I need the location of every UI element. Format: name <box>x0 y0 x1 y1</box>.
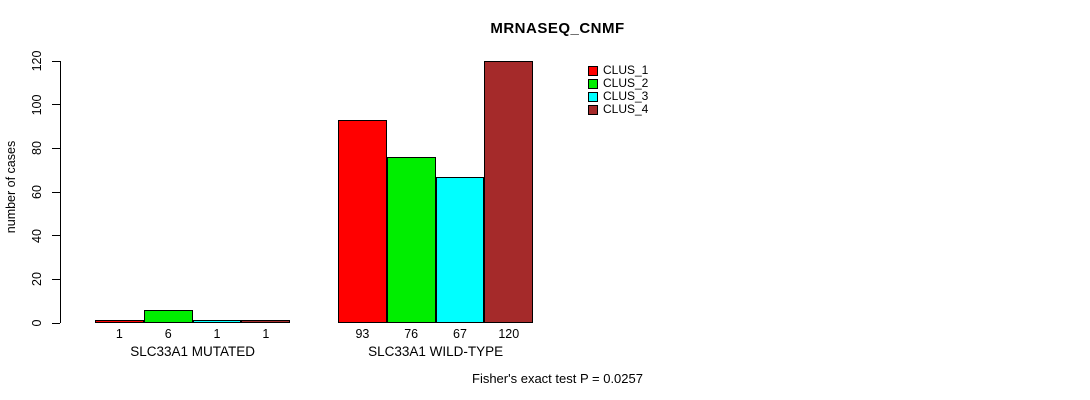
bar-value-label: 120 <box>498 327 520 341</box>
y-axis-tick-label: 100 <box>30 94 44 116</box>
y-axis-tick <box>52 278 60 280</box>
y-axis-line <box>60 61 61 323</box>
bar-value-label: 93 <box>355 327 370 341</box>
chart-title: MRNASEQ_CNMF <box>490 20 625 37</box>
legend-swatch-clus-1 <box>588 65 598 76</box>
legend-item-clus-4: CLUS_4 <box>588 103 648 116</box>
bar-value-label: 1 <box>262 327 270 341</box>
legend-label: CLUS_4 <box>603 102 649 116</box>
y-axis-tick <box>52 322 60 324</box>
bar-clus_1-group1 <box>95 320 144 323</box>
legend-item-clus-3: CLUS_3 <box>588 90 648 103</box>
legend-label: CLUS_3 <box>603 89 649 103</box>
y-axis-title: number of cases <box>4 140 18 234</box>
y-axis-tick <box>52 191 60 193</box>
bar-clus_3-group1 <box>192 320 242 323</box>
y-axis-tick <box>52 147 60 149</box>
bar-clus_1-group2 <box>338 119 387 323</box>
group-label: SLC33A1 WILD-TYPE <box>368 344 504 359</box>
legend-item-clus-1: CLUS_1 <box>588 64 648 77</box>
legend-item-clus-2: CLUS_2 <box>588 77 648 90</box>
bar-value-label: 1 <box>115 327 123 341</box>
bar-clus_4-group2 <box>484 61 534 323</box>
y-axis-tick <box>52 60 60 62</box>
bar-clus_4-group1 <box>241 320 291 323</box>
group-label: SLC33A1 MUTATED <box>130 344 255 359</box>
y-axis-tick-label: 80 <box>30 141 44 156</box>
y-axis-tick-label: 20 <box>30 272 44 287</box>
bar-value-label: 1 <box>213 327 221 341</box>
y-axis-tick <box>52 104 60 106</box>
legend-label: CLUS_1 <box>603 63 649 77</box>
bar-clus_2-group2 <box>386 157 436 323</box>
bar-value-label: 76 <box>404 327 419 341</box>
legend-swatch-clus-4 <box>588 104 598 115</box>
bar-clus_2-group1 <box>143 309 193 323</box>
bar-value-label: 6 <box>164 327 172 341</box>
legend-label: CLUS_2 <box>603 76 649 90</box>
legend-swatch-clus-3 <box>588 91 598 102</box>
legend: CLUS_1 CLUS_2 CLUS_3 CLUS_4 <box>588 64 648 116</box>
legend-swatch-clus-2 <box>588 78 598 89</box>
y-axis-tick-label: 120 <box>30 50 44 72</box>
y-axis-tick-label: 0 <box>30 319 44 327</box>
fisher-test-note: Fisher's exact test P = 0.0257 <box>472 371 643 386</box>
y-axis-tick <box>52 235 60 237</box>
bar-clus_3-group2 <box>435 176 485 323</box>
bar-value-label: 67 <box>453 327 467 341</box>
y-axis-tick-label: 60 <box>30 185 44 199</box>
y-axis-tick-label: 40 <box>30 228 44 243</box>
